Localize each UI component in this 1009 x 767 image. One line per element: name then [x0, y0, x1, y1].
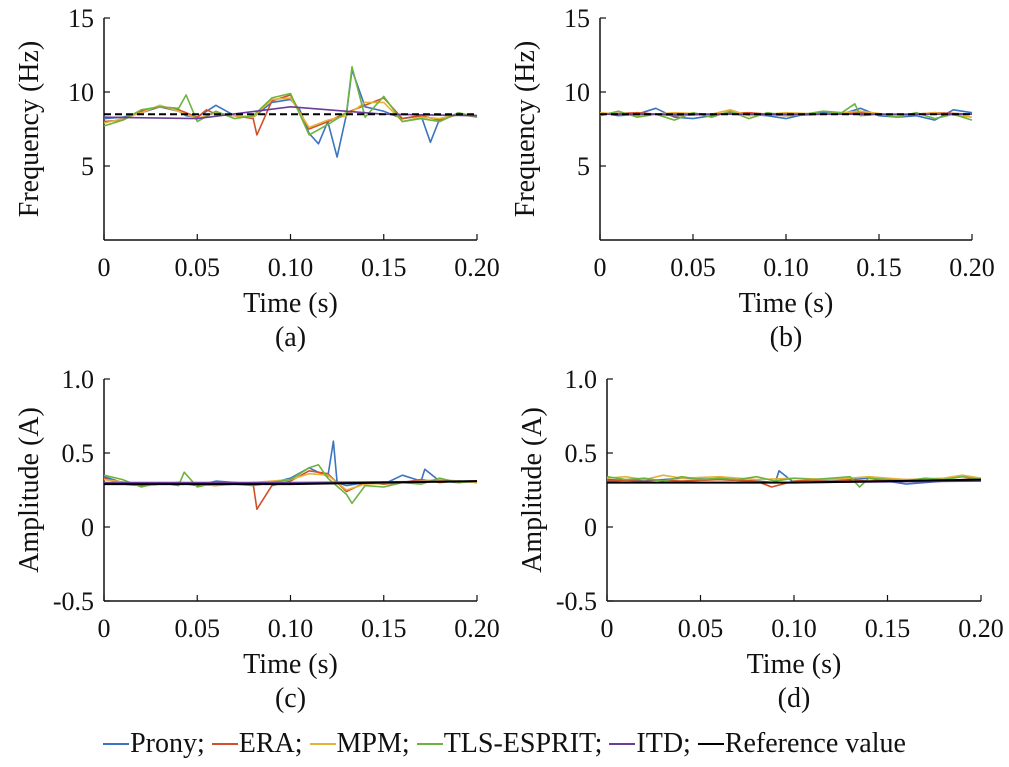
y-tick-label: 10 — [68, 78, 94, 107]
y-tick-label: 1.0 — [62, 365, 95, 394]
panel-label: (c) — [275, 683, 306, 714]
legend: Prony; ERA; MPM; TLS-ESPRIT; ITD; Refere… — [0, 728, 1009, 760]
x-tick-label: 0.05 — [175, 614, 221, 643]
x-tick-label: 0.20 — [454, 614, 500, 643]
y-tick-label: 5 — [577, 152, 590, 181]
x-tick-label: 0 — [98, 614, 111, 643]
legend-item-tls-esprit: TLS-ESPRIT; — [416, 728, 603, 760]
y-axis-label: Frequency (Hz) — [510, 41, 541, 217]
figure-canvas: 0 0.05 0.10 0.15 0.20 5 10 15 Time (s) Frequency … — [14, 4, 1004, 714]
x-tick-label: 0.20 — [958, 614, 1004, 643]
x-tick-label: 0 — [98, 253, 111, 282]
legend-swatch-tls-esprit — [416, 742, 443, 745]
panel-label: (a) — [275, 322, 306, 353]
x-tick-label: 0.10 — [771, 614, 817, 643]
x-tick-label: 0.10 — [268, 614, 314, 643]
legend-swatch-era — [211, 742, 238, 745]
panel-b: 0 0.05 0.10 0.15 0.20 5 10 15 Time (s) Frequency … — [510, 4, 995, 353]
y-tick-label: 5 — [81, 152, 94, 181]
x-tick-label: 0.05 — [175, 253, 221, 282]
panel-label: (d) — [778, 683, 811, 714]
y-tick-label: 10 — [564, 78, 590, 107]
panel-a: 0 0.05 0.10 0.15 0.20 5 10 15 Time (s) Frequency … — [14, 4, 500, 353]
x-tick-label: 0.15 — [865, 614, 911, 643]
x-axis-label: Time (s) — [739, 288, 834, 319]
y-tick-label: 0.5 — [62, 439, 95, 468]
x-tick-label: 0.15 — [361, 614, 407, 643]
y-axis-label: Amplitude (A) — [14, 407, 45, 573]
x-tick-label: 0.05 — [678, 614, 724, 643]
legend-item-itd: ITD; — [609, 728, 691, 760]
x-tick-label: 0.15 — [361, 253, 407, 282]
legend-swatch-mpm — [309, 742, 336, 745]
legend-swatch-prony — [103, 742, 130, 745]
y-tick-label: -0.5 — [556, 587, 597, 616]
reference-line — [104, 480, 478, 486]
y-tick-label: 0 — [81, 513, 94, 542]
series-line-tls-esprit — [103, 66, 478, 136]
reference-line — [607, 478, 982, 484]
y-tick-label: 15 — [564, 4, 590, 33]
legend-label-reference: Reference value — [724, 728, 906, 759]
x-tick-label: 0 — [594, 253, 607, 282]
legend-label-itd: ITD; — [636, 728, 691, 759]
y-tick-label: 1.0 — [565, 365, 598, 394]
x-axis-label: Time (s) — [243, 649, 338, 680]
legend-swatch-itd — [609, 742, 636, 745]
y-tick-label: 0.5 — [565, 439, 598, 468]
y-axis-label: Amplitude (A) — [517, 407, 548, 573]
y-axis-label: Frequency (Hz) — [14, 41, 45, 217]
legend-label-prony: Prony; — [130, 728, 205, 759]
series-line-prony — [599, 107, 973, 121]
legend-item-reference: Reference value — [697, 728, 906, 760]
legend-label-mpm: MPM; — [336, 728, 410, 759]
y-tick-label: 15 — [68, 4, 94, 33]
legend-swatch-reference — [697, 742, 724, 745]
x-axis-label: Time (s) — [243, 288, 338, 319]
x-tick-label: 0.05 — [670, 253, 716, 282]
legend-item-era: ERA; — [211, 728, 303, 760]
series-line-mpm — [103, 97, 478, 129]
legend-label-tls-esprit: TLS-ESPRIT; — [443, 728, 603, 759]
panel-label: (b) — [770, 322, 803, 353]
x-tick-label: 0.10 — [763, 253, 809, 282]
x-tick-label: 0.20 — [454, 253, 500, 282]
x-tick-label: 0.20 — [949, 253, 995, 282]
series-line-era — [103, 469, 478, 511]
x-tick-label: 0 — [601, 614, 614, 643]
x-axis-label: Time (s) — [747, 649, 842, 680]
y-tick-label: 0 — [584, 513, 597, 542]
legend-label-era: ERA; — [238, 728, 303, 759]
legend-item-mpm: MPM; — [309, 728, 410, 760]
legend-item-prony: Prony; — [103, 728, 205, 760]
x-tick-label: 0.15 — [856, 253, 902, 282]
y-tick-label: -0.5 — [53, 587, 94, 616]
x-tick-label: 0.10 — [268, 253, 314, 282]
